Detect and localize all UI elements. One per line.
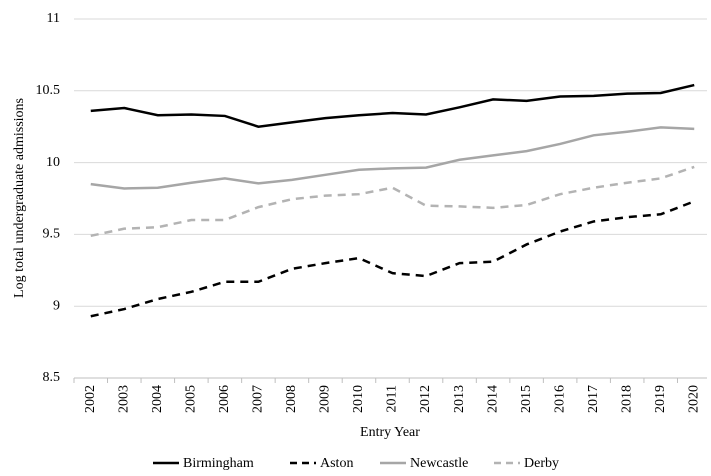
y-tick-label: 8.5 bbox=[43, 370, 61, 385]
x-tick-label: 2010 bbox=[351, 385, 366, 413]
y-tick-label: 10.5 bbox=[36, 83, 61, 98]
x-tick-label: 2017 bbox=[586, 385, 601, 413]
x-tick-label: 2007 bbox=[251, 385, 266, 413]
series-line bbox=[90, 126, 695, 190]
x-tick-label: 2005 bbox=[184, 385, 199, 413]
legend-label: Aston bbox=[320, 456, 353, 471]
x-tick-label: 2004 bbox=[150, 385, 165, 413]
y-tick-label: 10 bbox=[46, 155, 60, 170]
x-tick-label: 2011 bbox=[385, 385, 400, 412]
legend-label: Derby bbox=[524, 456, 559, 471]
x-tick-label: 2012 bbox=[418, 385, 433, 413]
x-tick-label: 2006 bbox=[217, 385, 232, 413]
x-tick-label: 2013 bbox=[452, 385, 467, 413]
x-tick-label: 2016 bbox=[552, 385, 567, 413]
x-tick-label: 2019 bbox=[653, 385, 668, 413]
legend-label: Birmingham bbox=[183, 456, 254, 471]
x-tick-label: 2009 bbox=[318, 385, 333, 413]
y-tick-label: 9 bbox=[53, 298, 60, 313]
y-tick-label: 9.5 bbox=[43, 227, 61, 242]
y-axis-title: Log total undergraduate admissions bbox=[12, 98, 27, 298]
x-tick-label: 2018 bbox=[619, 385, 634, 413]
x-tick-label: 2008 bbox=[284, 385, 299, 413]
series-line bbox=[90, 83, 695, 128]
x-tick-label: 2015 bbox=[519, 385, 534, 413]
legend-label: Newcastle bbox=[410, 456, 468, 471]
series-line bbox=[90, 200, 695, 318]
x-tick-label: 2003 bbox=[117, 385, 132, 413]
x-tick-label: 2014 bbox=[485, 385, 500, 413]
y-tick-label: 11 bbox=[47, 11, 60, 26]
series-line bbox=[90, 165, 695, 238]
x-axis-title: Entry Year bbox=[360, 425, 420, 440]
x-tick-label: 2002 bbox=[83, 385, 98, 413]
x-tick-label: 2020 bbox=[686, 385, 701, 413]
